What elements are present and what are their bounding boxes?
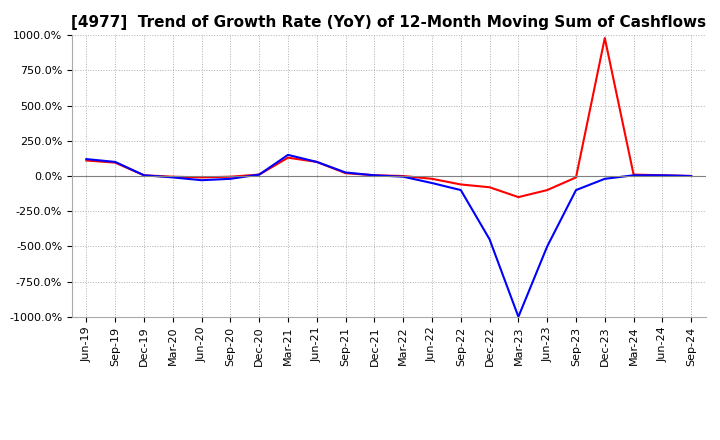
Operating Cashflow	[168, 174, 177, 180]
Free Cashflow	[687, 173, 696, 179]
Free Cashflow	[629, 172, 638, 178]
Free Cashflow	[140, 172, 148, 178]
Free Cashflow	[514, 314, 523, 319]
Title: [4977]  Trend of Growth Rate (YoY) of 12-Month Moving Sum of Cashflows: [4977] Trend of Growth Rate (YoY) of 12-…	[71, 15, 706, 30]
Operating Cashflow	[687, 173, 696, 179]
Free Cashflow	[658, 172, 667, 178]
Operating Cashflow	[600, 35, 609, 40]
Line: Operating Cashflow: Operating Cashflow	[86, 38, 691, 197]
Free Cashflow	[543, 244, 552, 249]
Operating Cashflow	[312, 159, 321, 165]
Free Cashflow	[399, 174, 408, 180]
Free Cashflow	[197, 178, 206, 183]
Free Cashflow	[168, 175, 177, 180]
Operating Cashflow	[82, 158, 91, 163]
Operating Cashflow	[226, 174, 235, 180]
Operating Cashflow	[140, 172, 148, 178]
Free Cashflow	[284, 152, 292, 158]
Free Cashflow	[456, 187, 465, 193]
Operating Cashflow	[629, 172, 638, 177]
Free Cashflow	[111, 159, 120, 165]
Operating Cashflow	[485, 185, 494, 190]
Operating Cashflow	[456, 182, 465, 187]
Operating Cashflow	[284, 155, 292, 160]
Operating Cashflow	[370, 172, 379, 178]
Free Cashflow	[341, 170, 350, 175]
Operating Cashflow	[514, 194, 523, 200]
Free Cashflow	[255, 172, 264, 177]
Free Cashflow	[226, 176, 235, 181]
Free Cashflow	[485, 237, 494, 242]
Line: Free Cashflow: Free Cashflow	[86, 155, 691, 317]
Operating Cashflow	[399, 173, 408, 179]
Operating Cashflow	[197, 175, 206, 180]
Free Cashflow	[600, 176, 609, 181]
Operating Cashflow	[428, 176, 436, 181]
Operating Cashflow	[572, 175, 580, 180]
Free Cashflow	[82, 157, 91, 162]
Free Cashflow	[572, 187, 580, 193]
Free Cashflow	[428, 180, 436, 186]
Operating Cashflow	[111, 160, 120, 165]
Operating Cashflow	[658, 172, 667, 178]
Free Cashflow	[312, 159, 321, 165]
Operating Cashflow	[543, 187, 552, 193]
Operating Cashflow	[255, 172, 264, 177]
Free Cashflow	[370, 172, 379, 178]
Operating Cashflow	[341, 171, 350, 176]
